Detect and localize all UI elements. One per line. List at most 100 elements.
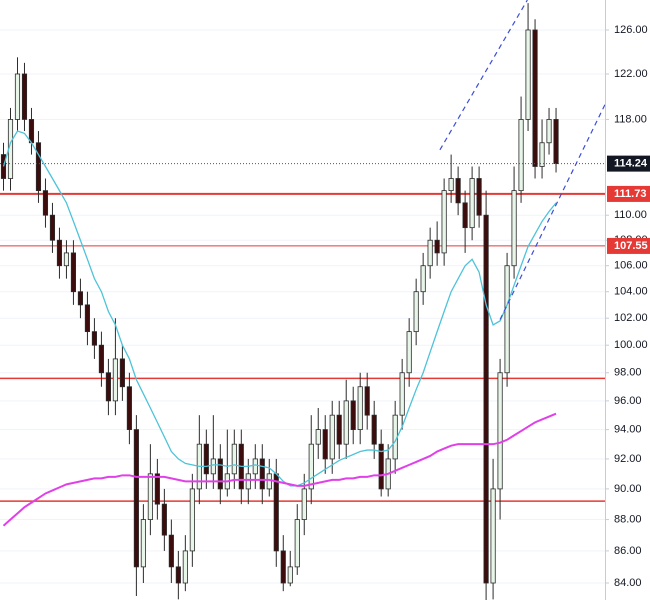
candle-body (525, 29, 531, 120)
candle-body (77, 291, 84, 306)
candle-body (91, 331, 97, 346)
candle-body (399, 372, 405, 416)
y-tick-label: 102.00 (614, 312, 648, 324)
price-axis: 84.00 86.00 88.00 90.00 92.00 94.00 96.00 98.00… (605, 24, 650, 589)
candle-body (42, 190, 49, 216)
level-tag (607, 237, 650, 254)
y-tick-label: 90.00 (614, 483, 642, 495)
y-tick-label: 126.00 (614, 24, 648, 36)
candle-body (168, 534, 174, 568)
candle-body (84, 304, 90, 333)
candle-body (476, 178, 482, 216)
moving-average-line (2, 412, 557, 527)
y-tick-label: 86.00 (614, 545, 642, 557)
candle-body (203, 443, 209, 475)
candle-body (301, 488, 307, 520)
candle-body (336, 414, 342, 445)
candle-body (448, 178, 454, 192)
candle-body (357, 386, 363, 430)
candle-body (266, 473, 272, 490)
candle-body (70, 252, 77, 293)
candle-body (469, 178, 475, 229)
candle-body (294, 519, 300, 568)
candle-body (518, 119, 524, 192)
y-tick-label: 106.00 (614, 260, 648, 272)
candle-body (497, 372, 503, 490)
candle-body (287, 566, 293, 584)
candle-body (112, 358, 118, 402)
candle-body (133, 429, 139, 568)
candle-body (210, 458, 216, 475)
candle-body (378, 443, 384, 490)
candle-body (35, 142, 42, 192)
level-label: 111.73 (614, 188, 646, 200)
trend-line (439, 0, 528, 151)
candle-body (189, 488, 195, 552)
candle-body (252, 458, 258, 475)
y-tick-label: 84.00 (614, 577, 642, 589)
candle-body (273, 473, 279, 552)
level-label: 107.55 (614, 240, 648, 252)
candle-body (553, 119, 559, 165)
y-tick-label: 88.00 (614, 513, 642, 525)
candle-body (532, 29, 538, 167)
candle-body (161, 503, 167, 536)
y-tick-label: 92.00 (614, 453, 642, 465)
candle-body (315, 429, 321, 445)
candle-body (28, 119, 35, 144)
candle-body (140, 519, 146, 568)
y-tick-label: 98.00 (614, 367, 642, 379)
candle-body (427, 239, 433, 267)
candle-body (231, 443, 237, 475)
candle-body (322, 429, 328, 460)
candle-body (280, 550, 286, 584)
candle-body (259, 458, 265, 490)
candle-body (546, 119, 552, 144)
y-tick-label: 122.00 (614, 68, 648, 80)
candle-body (343, 400, 349, 445)
candle-body (420, 265, 426, 293)
candle-body (49, 214, 56, 241)
candle-body (98, 344, 104, 374)
candle-body (413, 291, 419, 333)
candle-body (0, 154, 7, 179)
candle-body (455, 178, 461, 204)
candle-body (483, 214, 489, 584)
trend-line (499, 104, 605, 320)
candle-body (126, 386, 132, 430)
candle-body (154, 473, 160, 505)
candle-body (511, 190, 517, 267)
candle-body (364, 386, 370, 416)
y-tick-label: 104.00 (614, 286, 648, 298)
candle-body (490, 488, 496, 584)
candle-body (182, 550, 188, 584)
y-tick-label: 96.00 (614, 395, 642, 407)
moving-average-line (2, 130, 557, 487)
candle-body (329, 414, 335, 460)
candle-body (350, 400, 356, 430)
y-tick-label: 94.00 (614, 424, 642, 436)
last-price-label: 114.24 (614, 158, 648, 170)
candle-body (308, 443, 314, 490)
candle-body (147, 473, 153, 520)
candle-body (504, 265, 510, 374)
last-price-tag (607, 155, 650, 172)
candle-body (14, 73, 21, 120)
candle-body (539, 142, 545, 167)
candle-body (175, 566, 181, 584)
candle-body (462, 202, 468, 229)
plot-area (0, 0, 605, 600)
candle-body (371, 414, 377, 445)
candle-body (21, 73, 28, 120)
candle-body (406, 331, 412, 374)
candle-body (63, 252, 70, 267)
candle-body (105, 372, 111, 402)
candle-body (217, 458, 223, 490)
candle-body (441, 190, 447, 254)
y-tick-label: 100.00 (614, 339, 648, 351)
candle-body (56, 239, 63, 267)
y-tick-label: 118.00 (614, 113, 647, 125)
level-tag (607, 185, 650, 202)
